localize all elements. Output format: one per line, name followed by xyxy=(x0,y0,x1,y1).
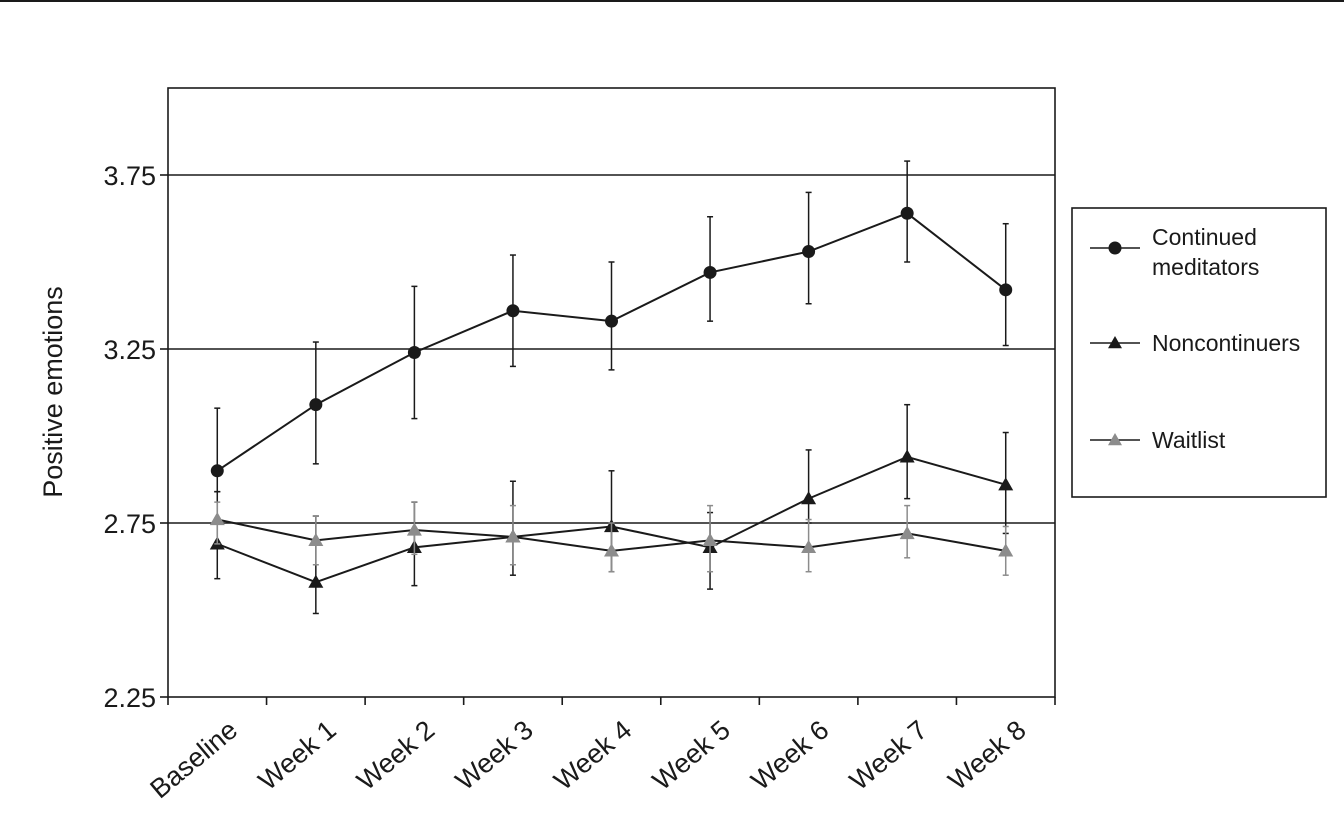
y-tick-label: 3.75 xyxy=(103,161,156,191)
x-tick-label: Week 7 xyxy=(844,715,933,797)
legend-label: meditators xyxy=(1152,254,1259,280)
plot-area-frame xyxy=(167,87,1056,698)
data-point xyxy=(309,398,323,412)
x-tick-label: Baseline xyxy=(145,715,244,805)
data-point xyxy=(605,314,618,328)
data-point xyxy=(407,345,421,359)
y-tick-label: 3.25 xyxy=(103,335,156,365)
x-tick-label: Week 4 xyxy=(548,715,637,797)
data-point xyxy=(998,543,1014,557)
legend-marker xyxy=(1108,336,1122,349)
top-rule xyxy=(0,0,1344,2)
y-axis-title: Positive emotions xyxy=(38,286,68,498)
data-point xyxy=(998,477,1014,491)
legend: Continued meditators Noncontinuers Waitlist xyxy=(1071,207,1327,498)
data-point xyxy=(802,245,816,259)
legend-item-continued-meditators: Continued meditators xyxy=(1090,224,1259,280)
data-point xyxy=(801,539,817,553)
data-point xyxy=(702,532,718,547)
data-point xyxy=(899,449,915,463)
legend-item-noncontinuers: Noncontinuers xyxy=(1090,330,1300,356)
x-tick-label: Week 1 xyxy=(253,715,342,797)
data-point xyxy=(308,532,324,547)
series-noncontinuers xyxy=(209,403,1014,615)
legend-box xyxy=(1071,207,1327,498)
data-point xyxy=(506,304,520,318)
x-tick-label: Week 2 xyxy=(351,715,440,797)
series-group xyxy=(209,160,1014,615)
data-point xyxy=(703,265,717,279)
y-tick-label: 2.25 xyxy=(103,683,156,713)
data-point xyxy=(209,512,225,526)
data-point xyxy=(900,206,914,220)
y-tick-label: 2.75 xyxy=(103,509,156,539)
data-point xyxy=(801,491,817,505)
legend-label: Noncontinuers xyxy=(1152,330,1300,356)
data-point xyxy=(899,525,915,540)
legend-marker xyxy=(1108,241,1122,255)
x-tick-label: Week 3 xyxy=(450,715,539,797)
legend-marker xyxy=(1108,433,1122,446)
legend-label: Waitlist xyxy=(1152,427,1226,453)
x-tick-label: Week 6 xyxy=(745,715,834,797)
x-tick-label: Week 8 xyxy=(943,715,1032,797)
data-point xyxy=(406,522,422,536)
data-point xyxy=(999,283,1013,297)
legend-item-waitlist: Waitlist xyxy=(1090,427,1226,453)
series-continued-meditators xyxy=(210,160,1013,493)
legend-label: Continued xyxy=(1152,224,1257,250)
data-point xyxy=(308,574,324,588)
data-point xyxy=(210,464,224,478)
series-waitlist xyxy=(209,501,1014,576)
data-point xyxy=(505,529,521,543)
data-point xyxy=(604,543,619,557)
x-tick-label: Week 5 xyxy=(647,715,736,797)
